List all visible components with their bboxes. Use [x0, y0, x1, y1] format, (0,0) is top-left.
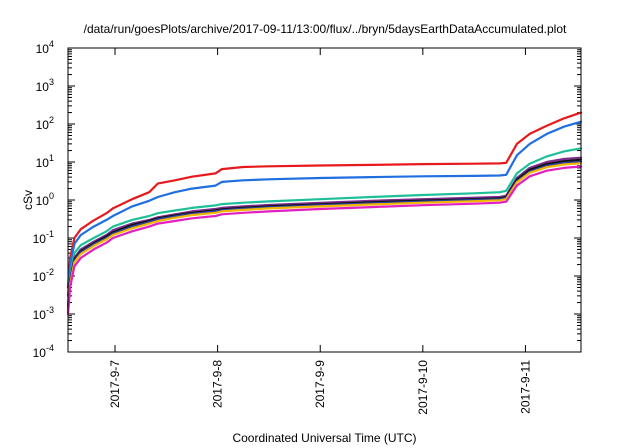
x-tick-label: 2017-9-10	[416, 360, 430, 415]
y-axis-label: cSv	[21, 190, 35, 210]
x-axis-label: Coordinated Universal Time (UTC)	[232, 431, 416, 445]
series-line	[66, 120, 583, 297]
plot-frame	[67, 47, 582, 353]
series-line	[66, 165, 583, 316]
series-line	[66, 111, 583, 289]
y-tick-label: 104	[36, 39, 54, 56]
x-tick-label: 2017-9-9	[313, 360, 327, 408]
x-tick-label: 2017-9-8	[211, 360, 225, 408]
series-line	[66, 156, 583, 309]
y-tick-label: 100	[36, 191, 54, 208]
x-tick-label: 2017-9-7	[108, 360, 122, 408]
chart-title: /data/run/goesPlots/archive/2017-09-11/1…	[84, 22, 567, 36]
series-line	[66, 162, 583, 314]
series-lines	[66, 111, 583, 316]
series-line	[66, 147, 583, 304]
series-line	[66, 160, 583, 313]
x-tick-label: 2017-9-11	[518, 360, 532, 414]
x-axis-ticks: 2017-9-7 2017-9-8 2017-9-9 2017-9-10 2017-9-…	[108, 48, 532, 415]
y-tick-label: 102	[36, 115, 54, 132]
series-line	[66, 158, 583, 311]
y-tick-label: 10-2	[33, 267, 54, 284]
y-tick-label: 10-3	[33, 305, 54, 322]
y-tick-label: 103	[36, 77, 54, 94]
y-tick-label: 101	[36, 153, 54, 170]
y-tick-label: 10-4	[33, 343, 54, 360]
y-tick-label: 10-1	[33, 229, 54, 246]
